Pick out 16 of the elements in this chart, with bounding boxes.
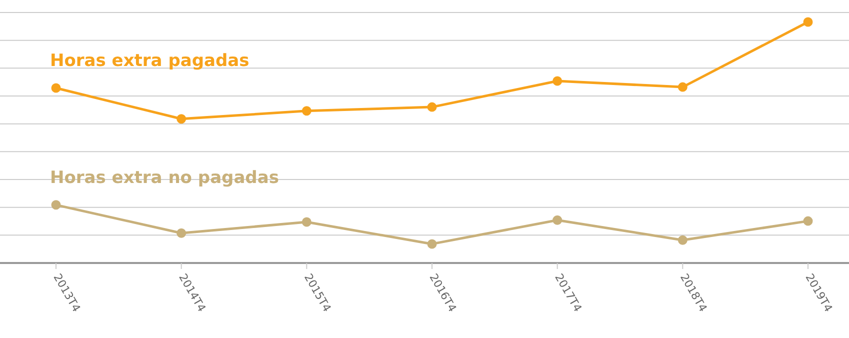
series-label: Horas extra pagadas bbox=[50, 51, 250, 72]
point bbox=[302, 106, 312, 116]
point bbox=[427, 239, 437, 249]
point bbox=[51, 83, 61, 93]
point bbox=[552, 215, 562, 225]
point bbox=[803, 216, 813, 226]
point bbox=[427, 102, 437, 112]
point bbox=[803, 17, 813, 27]
point bbox=[678, 235, 688, 245]
point bbox=[552, 76, 562, 86]
point bbox=[678, 82, 688, 92]
point bbox=[176, 228, 186, 238]
point bbox=[51, 200, 61, 210]
series-label: Horas extra no pagadas bbox=[50, 168, 279, 188]
point bbox=[302, 217, 312, 227]
point bbox=[176, 114, 186, 124]
